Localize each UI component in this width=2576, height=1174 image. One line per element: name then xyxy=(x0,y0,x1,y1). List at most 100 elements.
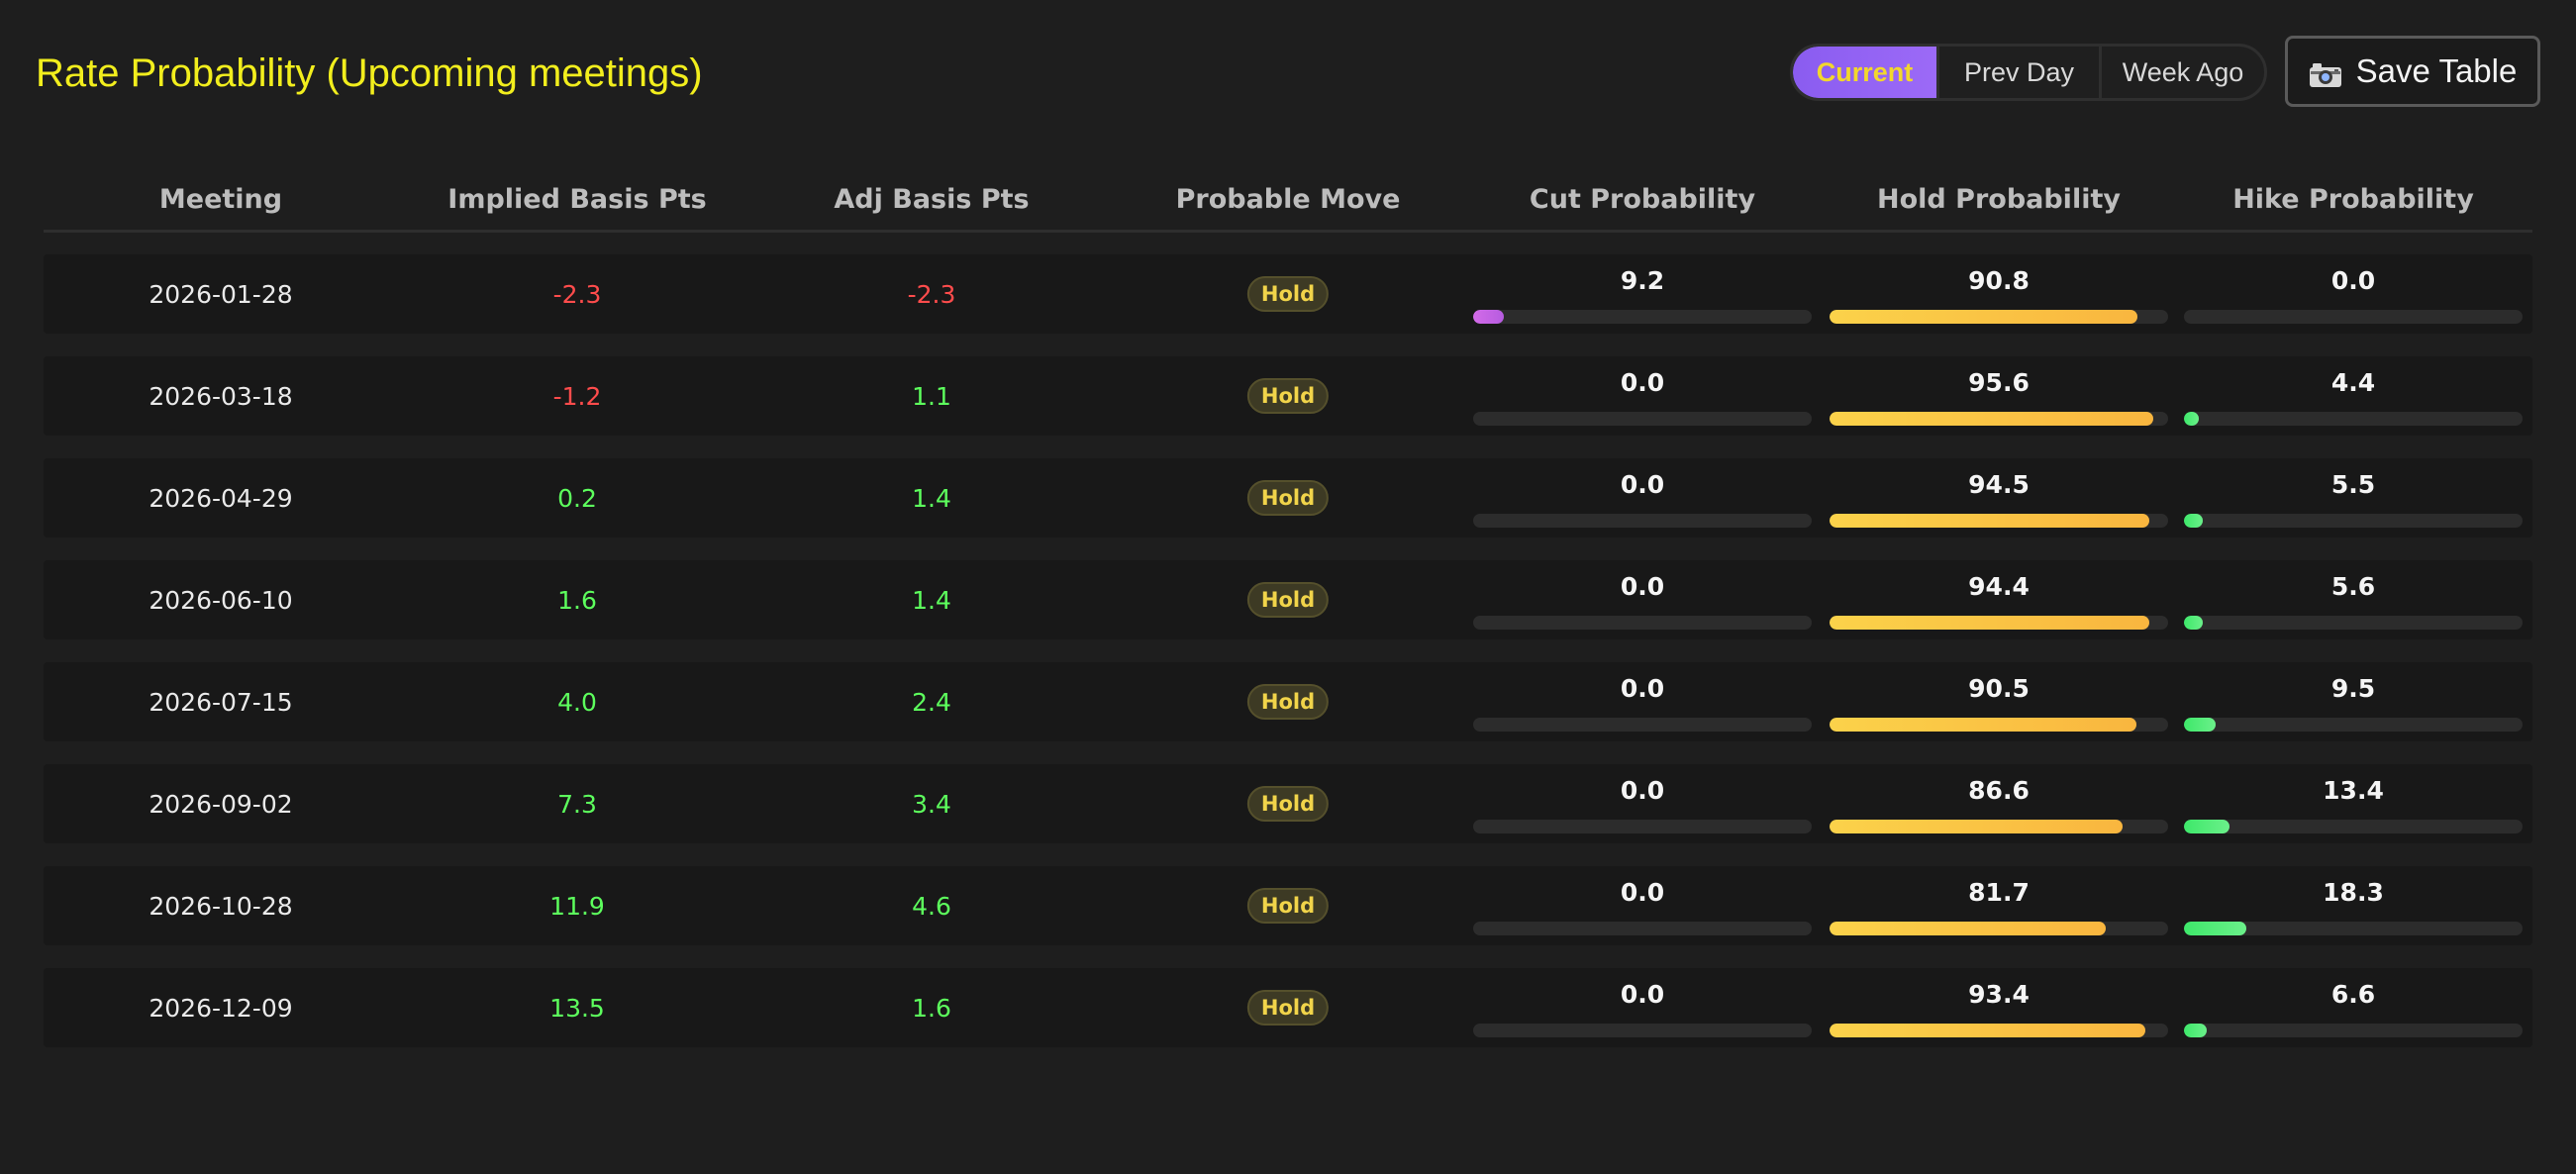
probable-move-cell: Hold xyxy=(1246,764,1330,843)
cut-probability-cell: 0.0 xyxy=(1473,978,1812,1041)
hold-probability-track xyxy=(1830,616,2168,630)
probable-move-badge: Hold xyxy=(1246,990,1330,1026)
hike-probability-cell: 4.4 xyxy=(2184,366,2523,430)
cut-probability-track xyxy=(1473,514,1812,528)
column-header-meeting: Meeting xyxy=(158,184,283,215)
hike-probability-cell: 6.6 xyxy=(2184,978,2523,1041)
cut-probability-track xyxy=(1473,310,1812,324)
hold-probability-cell: 94.5 xyxy=(1830,468,2168,532)
hold-probability-track xyxy=(1830,310,2168,324)
cut-probability-cell: 0.0 xyxy=(1473,366,1812,430)
hike-probability-track xyxy=(2184,820,2523,833)
table-row: 2026-06-10 1.6 1.4 Hold 0.0 94.4 5.6 xyxy=(44,560,2532,639)
hold-probability-bar xyxy=(1830,922,2107,935)
cut-probability-cell: 0.0 xyxy=(1473,774,1812,837)
hike-probability-cell: 13.4 xyxy=(2184,774,2523,837)
view-option-prev-day[interactable]: Prev Day xyxy=(1936,47,2099,98)
column-header-cut-probability: Cut Probability xyxy=(1529,184,1756,215)
cut-probability-value: 9.2 xyxy=(1620,266,1665,295)
hike-probability-value: 5.5 xyxy=(2330,470,2376,499)
implied-basis-pts: 0.2 xyxy=(557,483,597,513)
hold-probability-value: 90.8 xyxy=(1968,266,2030,295)
implied-basis-pts: 4.0 xyxy=(557,687,597,717)
probable-move-cell: Hold xyxy=(1246,458,1330,538)
hold-probability-track xyxy=(1830,514,2168,528)
hold-probability-track xyxy=(1830,412,2168,426)
hold-probability-bar xyxy=(1830,820,2124,833)
meeting-date: 2026-12-09 xyxy=(149,993,293,1023)
implied-basis-pts: -2.3 xyxy=(552,279,602,309)
hike-probability-value: 5.6 xyxy=(2330,572,2376,601)
cut-probability-track xyxy=(1473,922,1812,935)
meeting-date: 2026-07-15 xyxy=(149,687,293,717)
cut-probability-cell: 0.0 xyxy=(1473,876,1812,939)
probable-move-badge: Hold xyxy=(1246,582,1330,618)
hike-probability-bar xyxy=(2184,616,2204,630)
hold-probability-cell: 93.4 xyxy=(1830,978,2168,1041)
meeting-date: 2026-01-28 xyxy=(149,279,293,309)
meeting-date: 2026-09-02 xyxy=(149,789,293,819)
hold-probability-cell: 95.6 xyxy=(1830,366,2168,430)
hike-probability-cell: 9.5 xyxy=(2184,672,2523,735)
implied-basis-pts: 13.5 xyxy=(549,993,605,1023)
column-header-implied-basis-pts: Implied Basis Pts xyxy=(447,184,707,215)
probable-move-badge: Hold xyxy=(1246,888,1330,924)
probable-move-cell: Hold xyxy=(1246,560,1330,639)
cut-probability-track xyxy=(1473,616,1812,630)
adj-basis-pts: 1.4 xyxy=(912,585,951,615)
meeting-date: 2026-10-28 xyxy=(149,891,293,921)
cut-probability-cell: 0.0 xyxy=(1473,672,1812,735)
hike-probability-bar xyxy=(2184,514,2203,528)
hold-probability-bar xyxy=(1830,412,2153,426)
hold-probability-cell: 90.5 xyxy=(1830,672,2168,735)
adj-basis-pts: -2.3 xyxy=(907,279,956,309)
hold-probability-bar xyxy=(1830,1024,2146,1037)
hike-probability-bar xyxy=(2184,412,2200,426)
hold-probability-bar xyxy=(1830,718,2136,732)
probable-move-badge: Hold xyxy=(1246,480,1330,516)
hike-probability-track xyxy=(2184,922,2523,935)
table-row: 2026-03-18 -1.2 1.1 Hold 0.0 95.6 4.4 xyxy=(44,356,2532,436)
save-table-button[interactable]: Save Table xyxy=(2285,36,2540,107)
table-row: 2026-04-29 0.2 1.4 Hold 0.0 94.5 5.5 xyxy=(44,458,2532,538)
probable-move-badge: Hold xyxy=(1246,276,1330,312)
hold-probability-cell: 94.4 xyxy=(1830,570,2168,634)
view-option-week-ago[interactable]: Week Ago xyxy=(2099,47,2264,98)
hike-probability-value: 13.4 xyxy=(2323,776,2384,805)
probable-move-badge: Hold xyxy=(1246,378,1330,414)
hold-probability-cell: 90.8 xyxy=(1830,264,2168,328)
adj-basis-pts: 1.4 xyxy=(912,483,951,513)
hike-probability-track xyxy=(2184,718,2523,732)
probable-move-cell: Hold xyxy=(1246,662,1330,741)
hold-probability-bar xyxy=(1830,514,2150,528)
hold-probability-track xyxy=(1830,718,2168,732)
hold-probability-value: 86.6 xyxy=(1968,776,2030,805)
view-toggle: Current Prev Day Week Ago xyxy=(1790,44,2267,101)
hike-probability-value: 6.6 xyxy=(2330,980,2376,1009)
view-option-current[interactable]: Current xyxy=(1793,47,1936,98)
cut-probability-cell: 0.0 xyxy=(1473,570,1812,634)
probable-move-badge: Hold xyxy=(1246,684,1330,720)
adj-basis-pts: 4.6 xyxy=(912,891,951,921)
hike-probability-value: 4.4 xyxy=(2330,368,2376,397)
cut-probability-value: 0.0 xyxy=(1620,980,1665,1009)
table-header: Meeting Implied Basis Pts Adj Basis Pts … xyxy=(44,176,2532,233)
column-header-hold-probability: Hold Probability xyxy=(1877,184,2121,215)
cut-probability-bar xyxy=(1473,310,1505,324)
cut-probability-cell: 0.0 xyxy=(1473,468,1812,532)
page-title: Rate Probability (Upcoming meetings) xyxy=(36,51,703,95)
hold-probability-track xyxy=(1830,922,2168,935)
probable-move-cell: Hold xyxy=(1246,356,1330,436)
hike-probability-track xyxy=(2184,1024,2523,1037)
probable-move-badge: Hold xyxy=(1246,786,1330,822)
hike-probability-track xyxy=(2184,514,2523,528)
implied-basis-pts: -1.2 xyxy=(552,381,602,411)
implied-basis-pts: 1.6 xyxy=(557,585,597,615)
table-row: 2026-01-28 -2.3 -2.3 Hold 9.2 90.8 0.0 xyxy=(44,254,2532,334)
cut-probability-value: 0.0 xyxy=(1620,776,1665,805)
cut-probability-track xyxy=(1473,412,1812,426)
hike-probability-cell: 0.0 xyxy=(2184,264,2523,328)
hike-probability-bar xyxy=(2184,1024,2207,1037)
cut-probability-value: 0.0 xyxy=(1620,572,1665,601)
